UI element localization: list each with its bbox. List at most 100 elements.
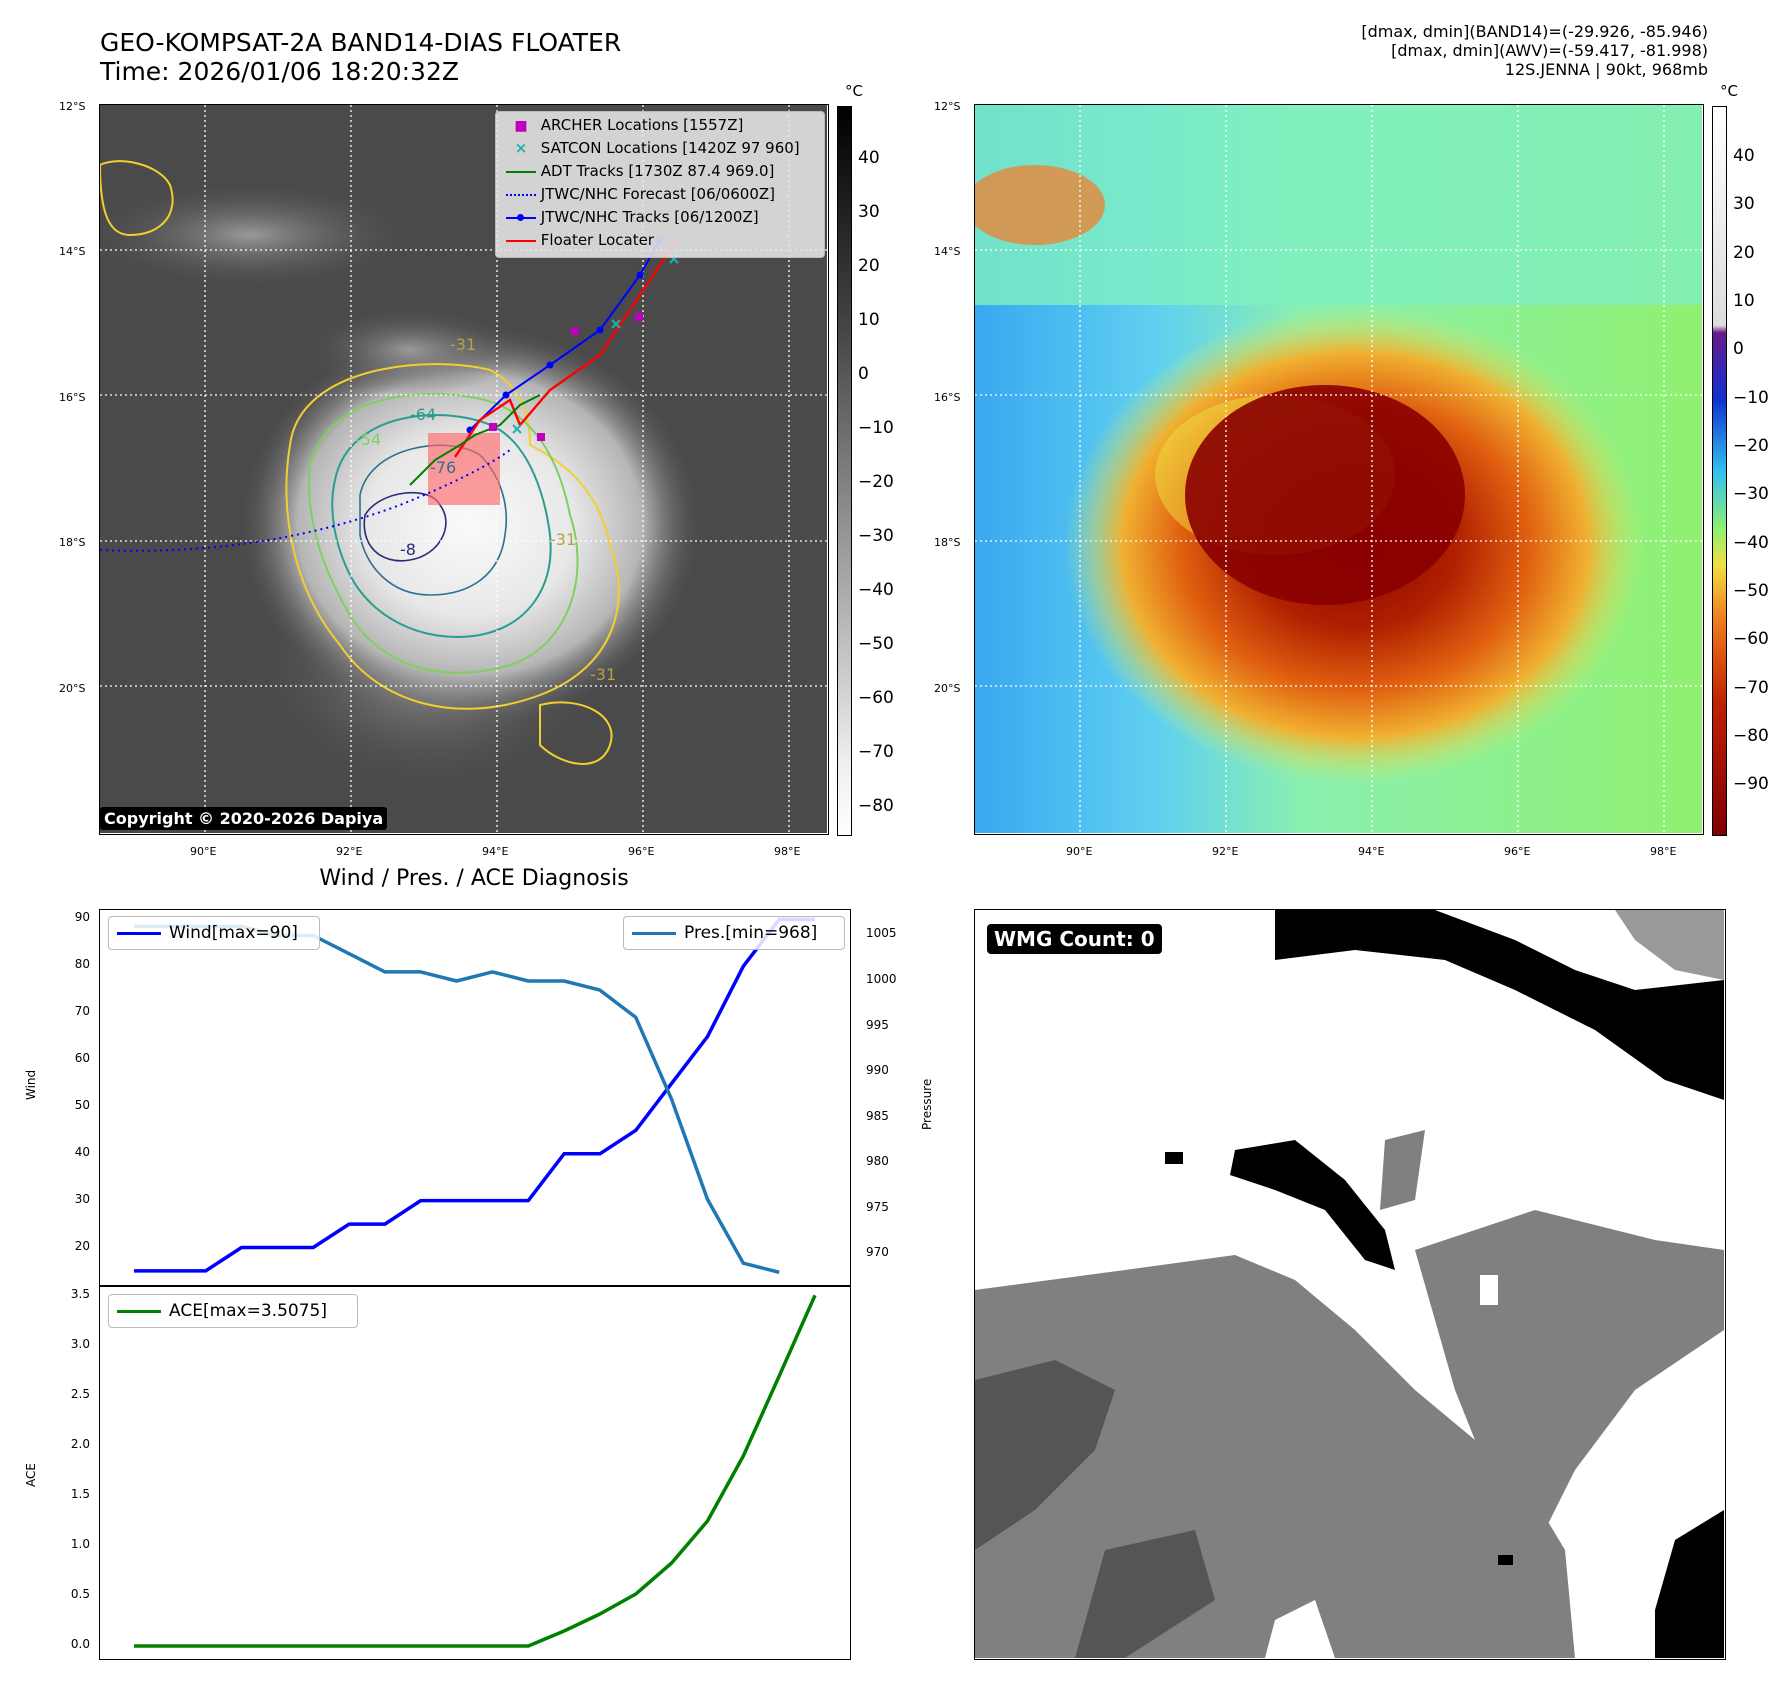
wind-y-ticks: 20 30 40 50 60 70 80 90 — [40, 909, 96, 1287]
ace-y-tick-7: 3.5 — [70, 1287, 90, 1301]
wmg-image — [975, 910, 1724, 1658]
awv-lon-label-92e: 92°E — [1212, 845, 1239, 858]
wind-pressure-chart: Wind[max=90] Pres.[min=968] — [99, 909, 851, 1287]
forecast-line-icon — [506, 193, 536, 196]
wmg-dark-region-1 — [975, 1360, 1115, 1550]
ace-y-tick-4: 2.0 — [70, 1437, 90, 1451]
ace-y-tick-5: 2.5 — [70, 1387, 90, 1401]
contour-label-7: -8 — [400, 540, 416, 559]
ace-y-tick-1: 0.5 — [70, 1587, 90, 1601]
awv-lat-label-18s: 18°S — [934, 536, 961, 549]
lat-label-12s: 12°S — [59, 100, 86, 113]
ir-colorbar-unit: °C — [845, 82, 863, 100]
wind-axis-label: Wind — [24, 1069, 38, 1100]
ace-y-tick-3: 1.5 — [70, 1487, 90, 1501]
ir-cb-tick-m60: −60 — [858, 688, 894, 708]
awv-lat-label-12s: 12°S — [934, 100, 961, 113]
awv-colorbar — [1712, 106, 1727, 836]
awv-gridlines — [975, 105, 1702, 833]
lon-label-96e: 96°E — [628, 845, 655, 858]
lon-label-92e: 92°E — [336, 845, 363, 858]
wind-pressure-plot — [134, 917, 815, 1274]
contour-label-4: -76 — [430, 458, 456, 477]
satcon-marker-icon: × — [514, 139, 528, 157]
pressure-y-tick-6: 1000 — [866, 971, 897, 986]
adt-line-icon — [506, 170, 536, 173]
awv-cb-tick-m70: −70 — [1733, 678, 1769, 698]
legend-item-archer: ■ ARCHER Locations [1557Z] — [506, 116, 743, 134]
wind-y-tick-2: 40 — [74, 1144, 90, 1159]
archer-locations — [489, 313, 643, 441]
wind-y-tick-0: 20 — [74, 1238, 90, 1253]
diagnosis-title: Wind / Pres. / ACE Diagnosis — [319, 866, 629, 891]
awv-lon-label-96e: 96°E — [1504, 845, 1531, 858]
ir-cb-tick-m40: −40 — [858, 580, 894, 600]
wmg-count-label: WMG Count: 0 — [987, 924, 1162, 954]
awv-cb-tick-30: 30 — [1733, 194, 1755, 214]
awv-cb-tick-m90: −90 — [1733, 774, 1769, 794]
awv-cb-tick-40: 40 — [1733, 146, 1755, 166]
cloud-band-west — [300, 305, 520, 395]
awv-cb-tick-m60: −60 — [1733, 629, 1769, 649]
awv-cb-tick-m50: −50 — [1733, 581, 1769, 601]
pressure-series-line — [134, 924, 780, 1274]
wind-y-tick-4: 60 — [74, 1051, 90, 1065]
wmg-dark-region-2 — [1075, 1530, 1215, 1658]
ir-cb-tick-20: 20 — [858, 256, 880, 276]
awv-cb-tick-m40: −40 — [1733, 533, 1769, 553]
awv-lat-label-16s: 16°S — [934, 391, 961, 404]
floater-track — [454, 234, 681, 458]
lat-label-20s: 20°S — [59, 682, 86, 695]
lat-label-16s: 16°S — [59, 391, 86, 404]
pressure-legend: Pres.[min=968] — [623, 916, 845, 950]
ir-cb-tick-0: 0 — [858, 364, 869, 384]
title-line-1: GEO-KOMPSAT-2A BAND14-DIAS FLOATER — [100, 28, 622, 57]
legend-item-adt: ADT Tracks [1730Z 87.4 969.0] — [506, 162, 774, 180]
wind-legend: Wind[max=90] — [108, 916, 320, 950]
awv-cb-tick-m30: −30 — [1733, 484, 1769, 504]
ace-y-tick-2: 1.0 — [70, 1537, 90, 1551]
contour-label-5: -31 — [550, 530, 576, 549]
wmg-black-region-3 — [1655, 1510, 1724, 1658]
lat-label-14s: 14°S — [59, 245, 86, 258]
awv-cb-tick-20: 20 — [1733, 243, 1755, 263]
main-title: GEO-KOMPSAT-2A BAND14-DIAS FLOATER Time:… — [100, 28, 621, 86]
wmg-black-region-1 — [1275, 910, 1724, 1100]
diagnostic-info: [dmax, dmin](BAND14)=(-29.926, -85.946) … — [1361, 22, 1708, 79]
awv-cb-tick-0: 0 — [1733, 339, 1744, 359]
wmg-black-region-2 — [1230, 1140, 1395, 1270]
legend-item-forecast: JTWC/NHC Forecast [06/0600Z] — [506, 185, 775, 203]
cloud-band-north — [100, 180, 420, 290]
awv-colorbar-unit: °C — [1720, 82, 1738, 100]
wind-legend-label: Wind[max=90] — [169, 923, 298, 943]
ace-chart: ACE[max=3.5075] — [99, 1285, 851, 1660]
archer-marker-icon: ■ — [514, 118, 528, 134]
ace-axis-label: ACE — [24, 1463, 38, 1487]
awv-cb-tick-m10: −10 — [1733, 388, 1769, 408]
ace-legend: ACE[max=3.5075] — [108, 1294, 358, 1328]
pressure-y-tick-5: 995 — [866, 1017, 889, 1032]
awv-north-west-dry — [975, 165, 1105, 245]
wind-legend-line-icon — [117, 932, 161, 935]
ir-cb-tick-m50: −50 — [858, 634, 894, 654]
contour-label-6: -31 — [590, 665, 616, 684]
pressure-y-ticks: 970 975 980 985 990 995 1000 1005 — [858, 909, 918, 1287]
wind-y-tick-7: 90 — [74, 910, 90, 925]
pressure-y-tick-2: 980 — [866, 1154, 889, 1169]
ir-cb-tick-m10: −10 — [858, 418, 894, 438]
contour-north-west — [100, 160, 174, 237]
pressure-legend-line-icon — [632, 932, 676, 935]
lat-label-18s: 18°S — [59, 536, 86, 549]
awv-map-panel — [974, 104, 1704, 835]
ir-cb-tick-m20: −20 — [858, 472, 894, 492]
lon-label-98e: 98°E — [774, 845, 801, 858]
contour-label-3: -64 — [410, 405, 436, 424]
awv-lon-label-94e: 94°E — [1358, 845, 1385, 858]
ace-y-tick-0: 0.0 — [70, 1637, 90, 1651]
wmg-white-speck-1 — [1480, 1275, 1498, 1305]
ace-legend-line-icon — [117, 1310, 161, 1313]
legend-item-floater: Floater Locater — [506, 231, 654, 249]
jtwc-forecast-track — [100, 449, 511, 552]
pressure-legend-label: Pres.[min=968] — [684, 923, 818, 943]
ir-cb-tick-m30: −30 — [858, 526, 894, 546]
